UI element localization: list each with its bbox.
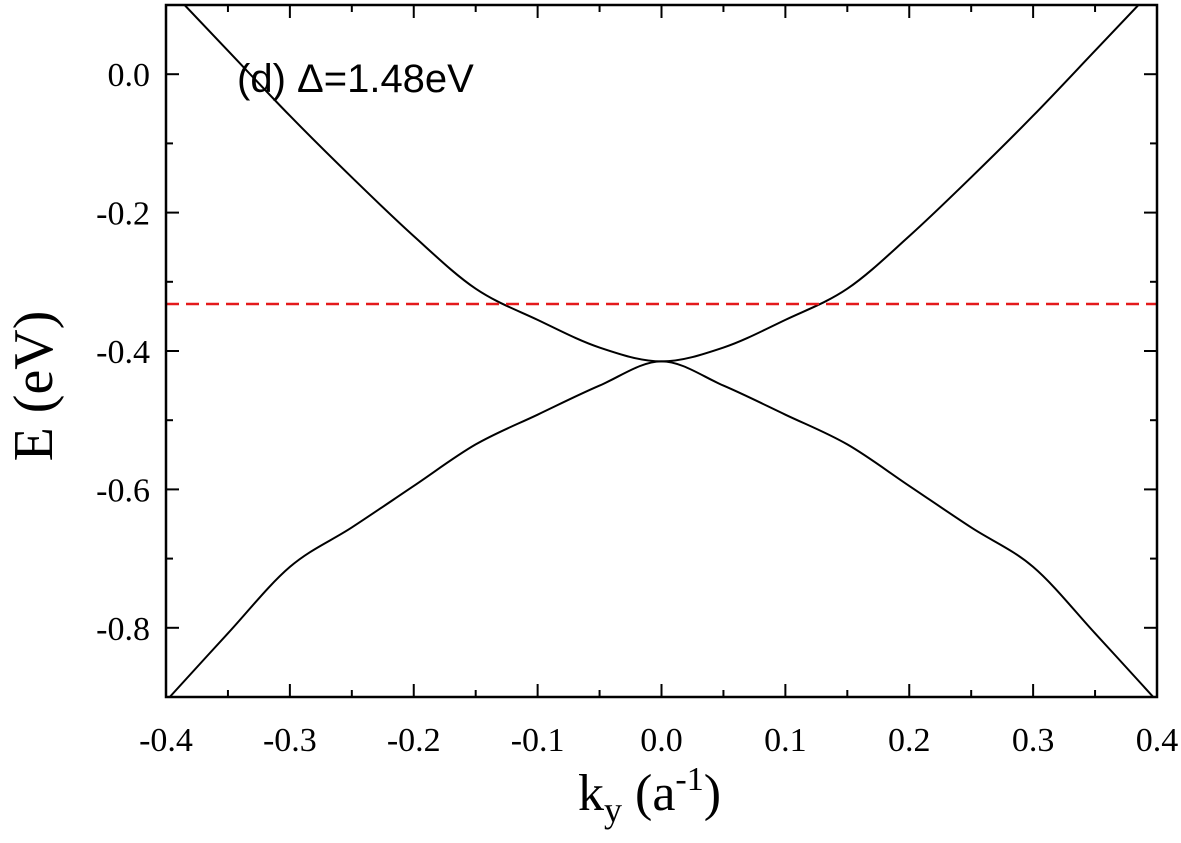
band-line-2	[168, 360, 1155, 697]
y-tick-label: -0.6	[96, 472, 150, 509]
y-axis-title: E (eV)	[3, 311, 65, 462]
ticks-layer	[165, 4, 1158, 698]
x-tick-label: 0.3	[1012, 722, 1055, 759]
x-tick-label: -0.3	[263, 722, 317, 759]
x-tick-label: 0.4	[1136, 722, 1179, 759]
x-tick-label: -0.4	[139, 722, 193, 759]
x-tick-label: 0.0	[640, 722, 683, 759]
x-tick-label: 0.1	[764, 722, 807, 759]
tick-labels-layer: -0.4 -0.3 -0.2 -0.1 0.0 0.1 0.2 0.3 0.4 0.0 -0.2 -0…	[96, 57, 1178, 759]
x-tick-label: 0.2	[888, 722, 931, 759]
x-axis-title-unit-superscript: -1	[675, 761, 703, 798]
x-axis-title-subscript: y	[604, 790, 622, 830]
x-axis-title-main: k	[578, 765, 604, 822]
x-tick-label: -0.1	[511, 722, 565, 759]
panel-annotation: (d) Δ=1.48eV	[237, 57, 474, 101]
series-layer	[166, 5, 1157, 697]
y-tick-label: 0.0	[108, 57, 151, 94]
y-tick-label: -0.2	[96, 196, 150, 233]
y-tick-label: -0.8	[96, 611, 150, 648]
x-axis-title-unit-close: )	[704, 765, 721, 822]
x-axis-title-unit-open: (a	[622, 765, 675, 822]
y-tick-label: -0.4	[96, 334, 150, 371]
x-axis-title: ky (a-1)	[578, 761, 721, 830]
x-tick-label: -0.2	[387, 722, 441, 759]
plot-frame	[164, 3, 1159, 699]
